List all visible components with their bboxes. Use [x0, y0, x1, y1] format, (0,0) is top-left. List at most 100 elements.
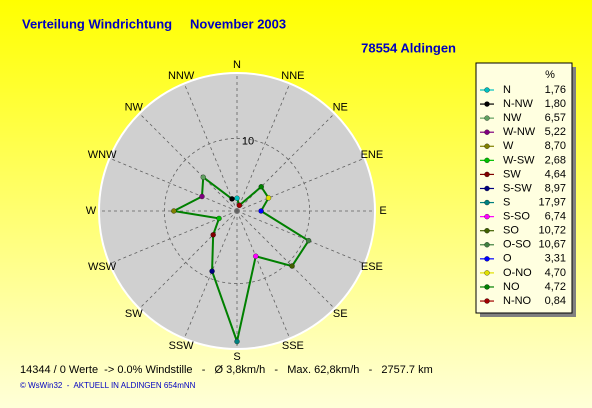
spoke — [109, 157, 238, 212]
legend-value: 0,84 — [545, 295, 566, 307]
legend-value: 10,67 — [538, 239, 566, 251]
data-point — [209, 268, 215, 274]
legend-swatch — [484, 270, 490, 276]
axis-label: NW — [125, 102, 144, 114]
axis-label: ESE — [361, 261, 383, 273]
legend-swatch — [484, 171, 490, 178]
legend-swatch — [484, 157, 490, 164]
legend-label: N — [503, 84, 511, 96]
spoke — [139, 113, 238, 212]
data-point — [289, 263, 295, 269]
data-point — [265, 195, 272, 201]
legend-swatch — [484, 213, 490, 220]
footer: 14344 / 0 Werte -> 0.0% Windstille - Ø 3… — [20, 364, 433, 376]
legend-value: 8,70 — [545, 140, 566, 152]
legend-label: O — [503, 253, 512, 265]
legend-value: 4,70 — [545, 267, 566, 279]
axis-label: S — [233, 351, 240, 363]
data-point — [210, 232, 216, 238]
legend-value: 17,97 — [538, 196, 566, 208]
legend-label: O-SO — [503, 239, 532, 251]
legend-swatch — [484, 256, 490, 262]
axis-label: NNE — [281, 70, 304, 82]
axis-label: SSE — [282, 340, 304, 352]
axis-label: SE — [333, 308, 348, 320]
data-point — [253, 253, 259, 259]
axis-label: NNW — [168, 70, 195, 82]
legend-label: N-NO — [503, 295, 532, 307]
axis-label: WNW — [88, 149, 117, 161]
legend-label: W-SW — [503, 154, 535, 166]
legend-label: S-SO — [503, 211, 530, 223]
legend-swatch — [484, 228, 490, 234]
credit: © WsWin32 - AKTUELL IN ALDINGEN 654mNN — [20, 381, 196, 390]
legend-swatch — [484, 242, 490, 248]
legend-swatch — [484, 199, 490, 206]
legend-swatch — [484, 185, 490, 192]
legend-swatch — [484, 284, 490, 290]
legend-swatch — [484, 129, 490, 135]
spoke — [236, 210, 291, 339]
axis-label: WSW — [88, 261, 117, 273]
axis-label: NE — [333, 102, 348, 114]
data-point — [216, 215, 222, 222]
chart-period: November 2003 — [190, 16, 286, 31]
legend-swatch — [484, 87, 490, 93]
spoke — [139, 210, 238, 309]
spoke — [109, 210, 238, 265]
data-point — [229, 196, 235, 202]
data-point — [258, 184, 264, 190]
legend-value: 1,76 — [545, 84, 566, 96]
chart-title: Verteilung Windrichtung — [22, 16, 172, 31]
legend-value: 4,72 — [545, 281, 566, 293]
data-point — [258, 208, 264, 214]
legend-value: 2,68 — [545, 154, 566, 166]
axis-label: E — [379, 205, 386, 217]
axis-label: SSW — [169, 340, 195, 352]
legend-swatch — [484, 115, 490, 121]
legend-value: 6,57 — [545, 112, 566, 124]
legend-value: 3,31 — [545, 253, 566, 265]
legend-label: SW — [503, 168, 521, 180]
r-tick-label: 10 — [242, 135, 254, 147]
chart-subtitle: 78554 Aldingen — [361, 40, 456, 55]
spoke — [236, 210, 365, 265]
data-point — [234, 195, 240, 201]
legend-label: W-NW — [503, 126, 536, 138]
legend-label: N-NW — [503, 98, 534, 110]
legend-label: S — [503, 196, 510, 208]
legend-value: 8,97 — [545, 182, 566, 194]
legend-value: 6,74 — [545, 211, 566, 223]
data-point — [171, 208, 177, 214]
spoke — [236, 210, 335, 309]
legend-label: O-NO — [503, 267, 532, 279]
spoke — [183, 83, 238, 212]
legend-swatch — [484, 101, 490, 107]
legend-header: % — [545, 69, 555, 81]
axis-label: ENE — [361, 149, 384, 161]
legend-value: 1,80 — [545, 98, 566, 110]
spoke — [236, 157, 365, 212]
axis-label: N — [233, 59, 241, 71]
legend-value: 10,72 — [538, 225, 566, 237]
data-point — [199, 193, 205, 200]
legend-label: W — [503, 140, 514, 152]
legend-label: NW — [503, 112, 522, 124]
grid-ring — [163, 137, 311, 285]
data-point — [200, 174, 206, 180]
legend-label: SO — [503, 225, 519, 237]
spoke — [236, 83, 291, 212]
axis-label: W — [86, 205, 97, 217]
spoke — [183, 210, 238, 339]
axis-label: SW — [125, 308, 143, 320]
data-point — [305, 238, 312, 244]
legend-label: S-SW — [503, 182, 532, 194]
legend-swatch — [484, 298, 490, 304]
data-point — [236, 202, 242, 209]
spoke — [236, 113, 335, 212]
data-point — [234, 338, 240, 345]
legend-label: NO — [503, 281, 520, 293]
legend-value: 5,22 — [545, 126, 566, 138]
legend-swatch — [484, 143, 490, 149]
